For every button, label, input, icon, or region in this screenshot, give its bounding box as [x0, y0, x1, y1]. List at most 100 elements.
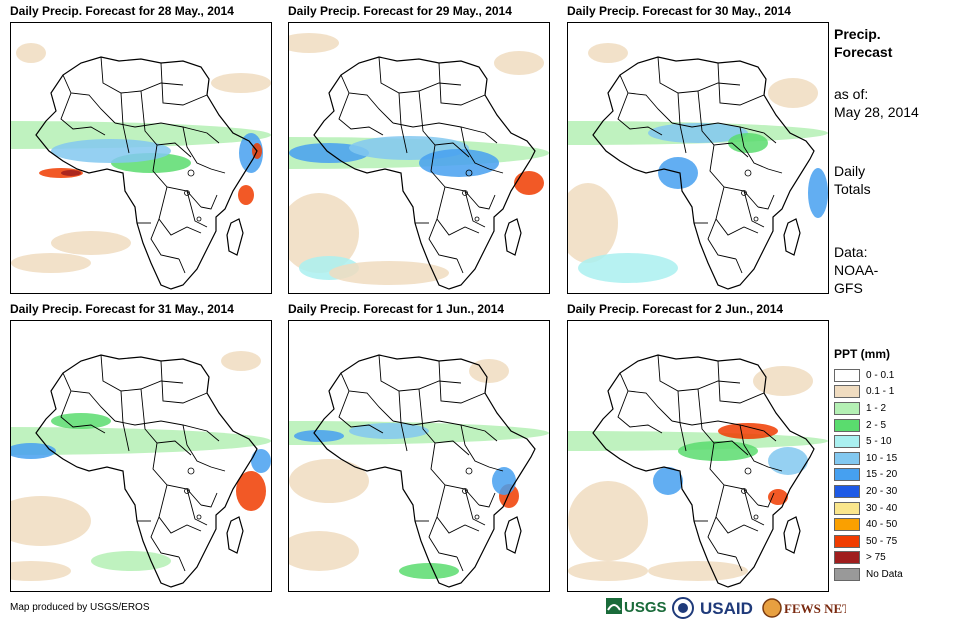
precip-area: [588, 43, 628, 63]
africa-outline: [313, 354, 536, 588]
country-border: [100, 56, 184, 94]
side-title: Precip. Forecast: [834, 25, 892, 61]
legend-item: 20 - 30: [834, 483, 903, 500]
legend-item: 0 - 0.1: [834, 367, 903, 384]
country-border: [60, 390, 106, 434]
precip-area: [768, 447, 808, 475]
country-border: [717, 62, 765, 106]
country-border: [757, 194, 775, 210]
precip-area: [808, 168, 828, 218]
legend-label: No Data: [866, 568, 903, 580]
legend-swatch: [834, 567, 860, 581]
lake-outline: [753, 216, 759, 222]
precip-area: [61, 170, 81, 176]
country-border: [657, 354, 741, 392]
country-border: [707, 218, 737, 260]
data-line: NOAA-: [834, 262, 879, 278]
legend-swatch: [834, 401, 860, 415]
country-border: [715, 186, 759, 236]
country-border: [428, 218, 458, 260]
lake-outline: [474, 514, 480, 520]
legend-item: 1 - 2: [834, 400, 903, 417]
legend-label: > 75: [866, 552, 886, 564]
logos: USGS USAID FEWS NET: [606, 594, 846, 622]
madagascar-outline: [783, 516, 801, 554]
precip-area: [294, 430, 344, 442]
country-border: [150, 516, 180, 558]
legend: PPT (mm) 0 - 0.1 0.1 - 1 1 - 2 2 - 5 5 - 10 1…: [834, 347, 903, 583]
legend-swatch: [834, 418, 860, 432]
legend-label: 0 - 0.1: [866, 369, 895, 381]
legend-label: 2 - 5: [866, 419, 887, 431]
precip-area: [514, 171, 544, 195]
precip-field: [289, 359, 549, 579]
country-border: [62, 372, 116, 422]
usgs-text: USGS: [624, 599, 666, 616]
lake-outline: [744, 467, 752, 475]
country-border: [743, 488, 765, 526]
legend-label: 5 - 10: [866, 436, 892, 448]
country-border: [428, 516, 458, 558]
legend-swatch: [834, 435, 860, 449]
madagascar-outline: [226, 218, 244, 256]
data-line: Data:: [834, 244, 868, 260]
usaid-text: USAID: [700, 599, 753, 618]
africa-outline: [35, 56, 258, 290]
precip-area: [251, 449, 271, 473]
forecast-map: [288, 22, 550, 294]
country-border: [739, 126, 783, 174]
country-border: [200, 194, 218, 210]
country-border: [735, 258, 743, 274]
lake-outline: [196, 216, 202, 222]
legend-item: 10 - 15: [834, 450, 903, 467]
legend-label: 20 - 30: [866, 485, 898, 497]
country-border: [378, 354, 462, 392]
legend-swatch: [834, 368, 860, 382]
country-border: [178, 556, 186, 572]
country-border: [460, 126, 504, 174]
country-border: [671, 122, 777, 144]
panel-title: Daily Precip. Forecast for 28 May., 2014: [10, 4, 234, 18]
legend-swatch: [834, 518, 860, 532]
country-border: [715, 484, 759, 534]
lake-outline: [465, 467, 473, 475]
data-source: Data: NOAA- GFS: [834, 243, 878, 297]
country-border: [677, 390, 687, 452]
panel-title: Daily Precip. Forecast for 30 May., 2014: [567, 4, 791, 18]
madagascar-outline: [226, 516, 244, 554]
africa-outline: [313, 56, 536, 290]
legend-item: 0.1 - 1: [834, 384, 903, 401]
precip-area: [11, 427, 271, 455]
country-border: [398, 390, 408, 452]
legend-item: No Data: [834, 566, 903, 583]
country-border: [717, 360, 765, 404]
precip-area: [568, 561, 648, 581]
precip-area: [469, 359, 509, 383]
legend-label: 10 - 15: [866, 452, 898, 464]
country-border: [677, 92, 687, 154]
country-border: [617, 92, 663, 136]
precip-field: [568, 43, 828, 283]
precip-area: [568, 183, 618, 263]
precip-area: [238, 185, 254, 205]
country-border: [392, 420, 498, 442]
country-border: [438, 360, 486, 404]
panel-title: Daily Precip. Forecast for 2 Jun., 2014: [567, 302, 784, 316]
country-border: [158, 186, 202, 236]
country-border: [340, 74, 394, 124]
country-border: [707, 516, 737, 558]
legend-item: 50 - 75: [834, 533, 903, 550]
precip-area: [678, 441, 758, 461]
precip-area: [51, 413, 111, 429]
precip-area: [236, 471, 266, 511]
panel-title: Daily Precip. Forecast for 31 May., 2014: [10, 302, 234, 316]
lake-outline: [741, 190, 747, 196]
forecast-map: [10, 320, 272, 592]
legend-swatch: [834, 501, 860, 515]
legend-label: 40 - 50: [866, 519, 898, 531]
africa-outline: [35, 354, 258, 588]
as-of-date: as of: May 28, 2014: [834, 85, 919, 121]
forecast-map: [567, 320, 829, 592]
country-border: [460, 424, 504, 472]
precip-area: [419, 149, 499, 177]
